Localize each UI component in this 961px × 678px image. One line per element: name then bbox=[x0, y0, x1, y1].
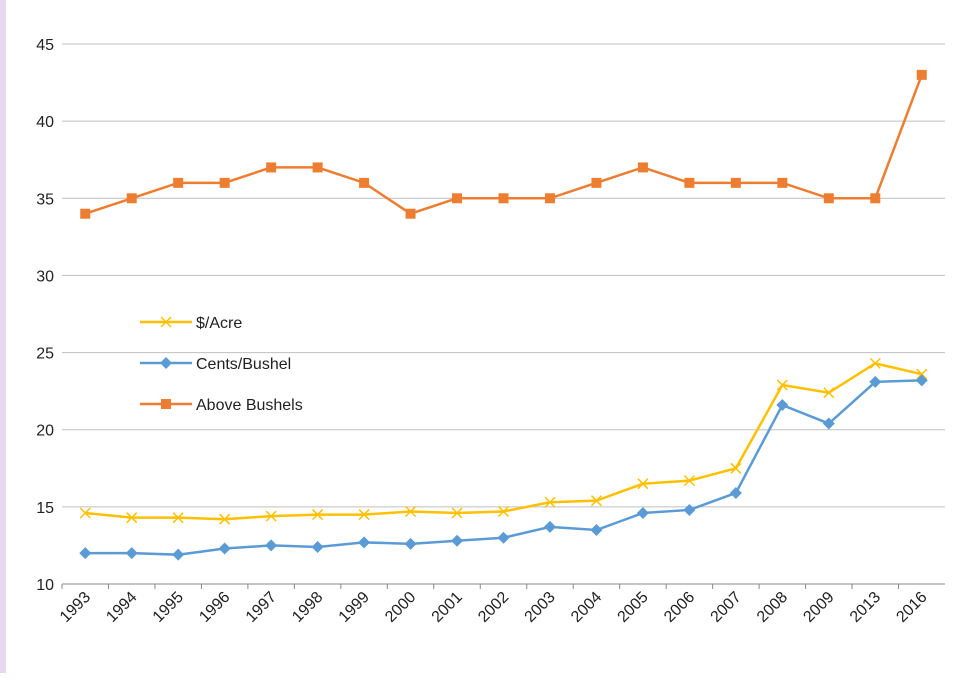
legend-label: Above Bushels bbox=[196, 397, 303, 414]
marker bbox=[404, 537, 417, 550]
marker bbox=[591, 177, 602, 188]
marker bbox=[265, 510, 277, 522]
marker bbox=[683, 475, 695, 487]
marker bbox=[497, 505, 510, 518]
marker bbox=[823, 387, 835, 399]
marker bbox=[405, 208, 416, 219]
marker bbox=[869, 357, 881, 369]
y-tick-label: 15 bbox=[36, 500, 54, 517]
x-tick-label: 2008 bbox=[754, 589, 791, 626]
marker bbox=[266, 162, 277, 173]
marker bbox=[684, 177, 695, 188]
y-tick-label: 20 bbox=[36, 423, 54, 440]
marker bbox=[79, 507, 91, 519]
y-tick-label: 30 bbox=[36, 268, 54, 285]
x-tick-label: 2000 bbox=[382, 589, 419, 626]
marker bbox=[776, 399, 789, 412]
legend-label: Cents/Bushel bbox=[196, 356, 291, 373]
x-tick-label: 1995 bbox=[150, 589, 187, 626]
x-tick-label: 2003 bbox=[522, 589, 559, 626]
marker bbox=[498, 193, 509, 204]
series-line bbox=[84, 74, 923, 216]
x-tick-label: 2016 bbox=[893, 589, 930, 626]
marker bbox=[729, 486, 742, 499]
marker bbox=[160, 357, 172, 369]
marker bbox=[172, 548, 185, 561]
marker bbox=[590, 495, 602, 507]
marker bbox=[543, 520, 556, 533]
marker bbox=[126, 193, 137, 204]
y-tick-label: 25 bbox=[36, 346, 54, 363]
marker bbox=[172, 512, 184, 524]
marker bbox=[636, 507, 649, 520]
x-tick-label: 2007 bbox=[708, 589, 745, 626]
marker bbox=[637, 162, 648, 173]
marker bbox=[451, 507, 463, 519]
x-tick-label: 1996 bbox=[196, 589, 233, 626]
marker bbox=[916, 69, 927, 80]
marker bbox=[590, 524, 603, 536]
marker bbox=[311, 540, 324, 553]
marker bbox=[823, 193, 834, 204]
marker bbox=[777, 177, 788, 188]
marker bbox=[497, 531, 510, 544]
series-line bbox=[85, 362, 923, 521]
x-tick-label: 1998 bbox=[289, 589, 326, 626]
y-tick-label: 45 bbox=[36, 37, 54, 54]
marker bbox=[126, 512, 138, 524]
marker bbox=[544, 496, 556, 508]
marker bbox=[869, 375, 882, 388]
y-tick-label: 10 bbox=[36, 577, 54, 594]
marker bbox=[544, 193, 555, 204]
marker bbox=[916, 368, 928, 380]
x-tick-label: 1994 bbox=[103, 589, 140, 626]
marker bbox=[312, 162, 323, 173]
marker bbox=[219, 513, 231, 525]
x-tick-label: 1999 bbox=[336, 589, 373, 626]
marker bbox=[80, 208, 91, 219]
marker bbox=[161, 399, 171, 409]
marker bbox=[451, 534, 464, 547]
legend-label: $/Acre bbox=[196, 315, 242, 332]
x-tick-label: 1993 bbox=[57, 589, 94, 626]
marker bbox=[822, 417, 835, 430]
marker bbox=[173, 177, 184, 188]
marker bbox=[359, 177, 370, 188]
x-tick-label: 2006 bbox=[661, 589, 698, 626]
marker bbox=[160, 316, 172, 328]
marker bbox=[870, 193, 881, 204]
marker bbox=[683, 503, 696, 516]
marker bbox=[312, 509, 324, 521]
marker bbox=[637, 478, 649, 490]
marker bbox=[915, 374, 928, 387]
marker bbox=[125, 547, 138, 560]
marker bbox=[452, 193, 463, 204]
y-tick-label: 40 bbox=[36, 114, 54, 131]
marker bbox=[358, 509, 370, 521]
x-tick-label: 2013 bbox=[847, 589, 884, 626]
marker bbox=[730, 177, 741, 188]
x-tick-label: 2001 bbox=[429, 589, 466, 626]
marker bbox=[219, 177, 230, 188]
left-edge bbox=[0, 0, 6, 673]
marker bbox=[730, 462, 742, 474]
x-tick-label: 2009 bbox=[800, 589, 837, 626]
x-tick-label: 2004 bbox=[568, 589, 605, 626]
x-tick-label: 1997 bbox=[243, 589, 280, 626]
marker bbox=[79, 547, 92, 560]
marker bbox=[265, 539, 278, 552]
marker bbox=[776, 379, 788, 391]
marker bbox=[218, 542, 231, 555]
marker bbox=[405, 505, 417, 518]
x-tick-label: 2002 bbox=[475, 589, 512, 626]
y-tick-label: 35 bbox=[36, 191, 54, 208]
x-tick-label: 2005 bbox=[615, 589, 652, 626]
marker bbox=[358, 536, 371, 549]
